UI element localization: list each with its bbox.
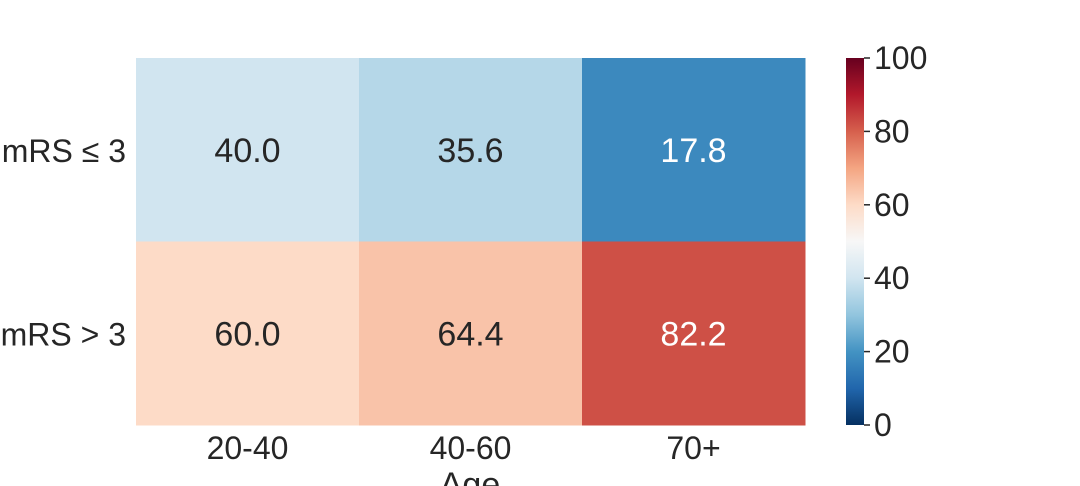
cell-value-label: 35.6 (437, 132, 503, 170)
heatmap-cell (582, 58, 806, 242)
colorbar (846, 58, 864, 425)
cell-value-label: 64.4 (437, 315, 503, 353)
colorbar-tick-label: 80 (874, 113, 910, 149)
heatmap-cell (136, 241, 360, 426)
cell-value-label: 82.2 (660, 315, 726, 353)
colorbar-tick-label: 20 (874, 334, 910, 370)
cell-value-label: 40.0 (214, 132, 280, 170)
cell-value-label: 60.0 (214, 315, 280, 353)
y-axis-tick-labels: mRS ≤ 3 mRS > 3 (1, 133, 126, 353)
colorbar-ticks: 0 20 40 60 80 100 (864, 40, 927, 443)
y-tick-label: mRS > 3 (1, 316, 126, 352)
x-tick-label: 20-40 (207, 430, 289, 466)
heatmap-cells (136, 58, 806, 426)
colorbar-tick-label: 60 (874, 187, 910, 223)
x-axis-label: Age (440, 466, 501, 486)
colorbar-tick-label: 0 (874, 407, 892, 443)
heatmap-cell (359, 58, 583, 242)
y-tick-label: mRS ≤ 3 (2, 133, 126, 169)
heatmap-cell (136, 58, 360, 242)
heatmap-cell-labels: 40.0 35.6 17.8 60.0 64.4 82.2 (214, 132, 726, 354)
x-tick-label: 40-60 (430, 430, 512, 466)
heatmap-cell (582, 241, 806, 426)
heatmap-cell (359, 241, 583, 426)
cell-value-label: 17.8 (660, 132, 726, 170)
x-axis-tick-labels: 20-40 40-60 70+ (207, 430, 721, 466)
x-tick-label: 70+ (666, 430, 720, 466)
colorbar-tick-label: 40 (874, 260, 910, 296)
colorbar-tick-label: 100 (874, 40, 927, 76)
